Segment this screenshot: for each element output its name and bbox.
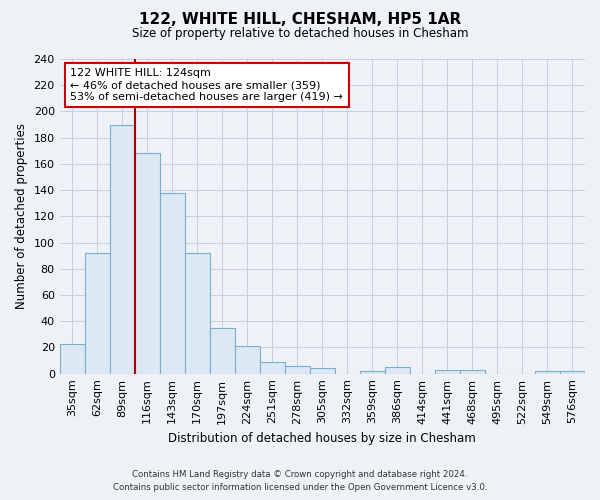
Y-axis label: Number of detached properties: Number of detached properties bbox=[15, 124, 28, 310]
Bar bbox=[59, 344, 85, 374]
Bar bbox=[385, 367, 410, 374]
Bar bbox=[135, 154, 160, 374]
Bar bbox=[435, 370, 460, 374]
Bar bbox=[285, 366, 310, 374]
Bar bbox=[560, 371, 585, 374]
Bar bbox=[310, 368, 335, 374]
Text: 122, WHITE HILL, CHESHAM, HP5 1AR: 122, WHITE HILL, CHESHAM, HP5 1AR bbox=[139, 12, 461, 28]
Bar bbox=[110, 124, 135, 374]
Bar bbox=[160, 192, 185, 374]
Bar bbox=[235, 346, 260, 374]
Text: Size of property relative to detached houses in Chesham: Size of property relative to detached ho… bbox=[132, 28, 468, 40]
Text: Contains HM Land Registry data © Crown copyright and database right 2024.
Contai: Contains HM Land Registry data © Crown c… bbox=[113, 470, 487, 492]
Bar bbox=[85, 253, 110, 374]
Bar bbox=[185, 253, 210, 374]
Bar bbox=[360, 371, 385, 374]
Bar bbox=[210, 328, 235, 374]
Bar bbox=[535, 371, 560, 374]
X-axis label: Distribution of detached houses by size in Chesham: Distribution of detached houses by size … bbox=[169, 432, 476, 445]
Text: 122 WHITE HILL: 124sqm
← 46% of detached houses are smaller (359)
53% of semi-de: 122 WHITE HILL: 124sqm ← 46% of detached… bbox=[70, 68, 343, 102]
Bar bbox=[460, 370, 485, 374]
Bar bbox=[260, 362, 285, 374]
